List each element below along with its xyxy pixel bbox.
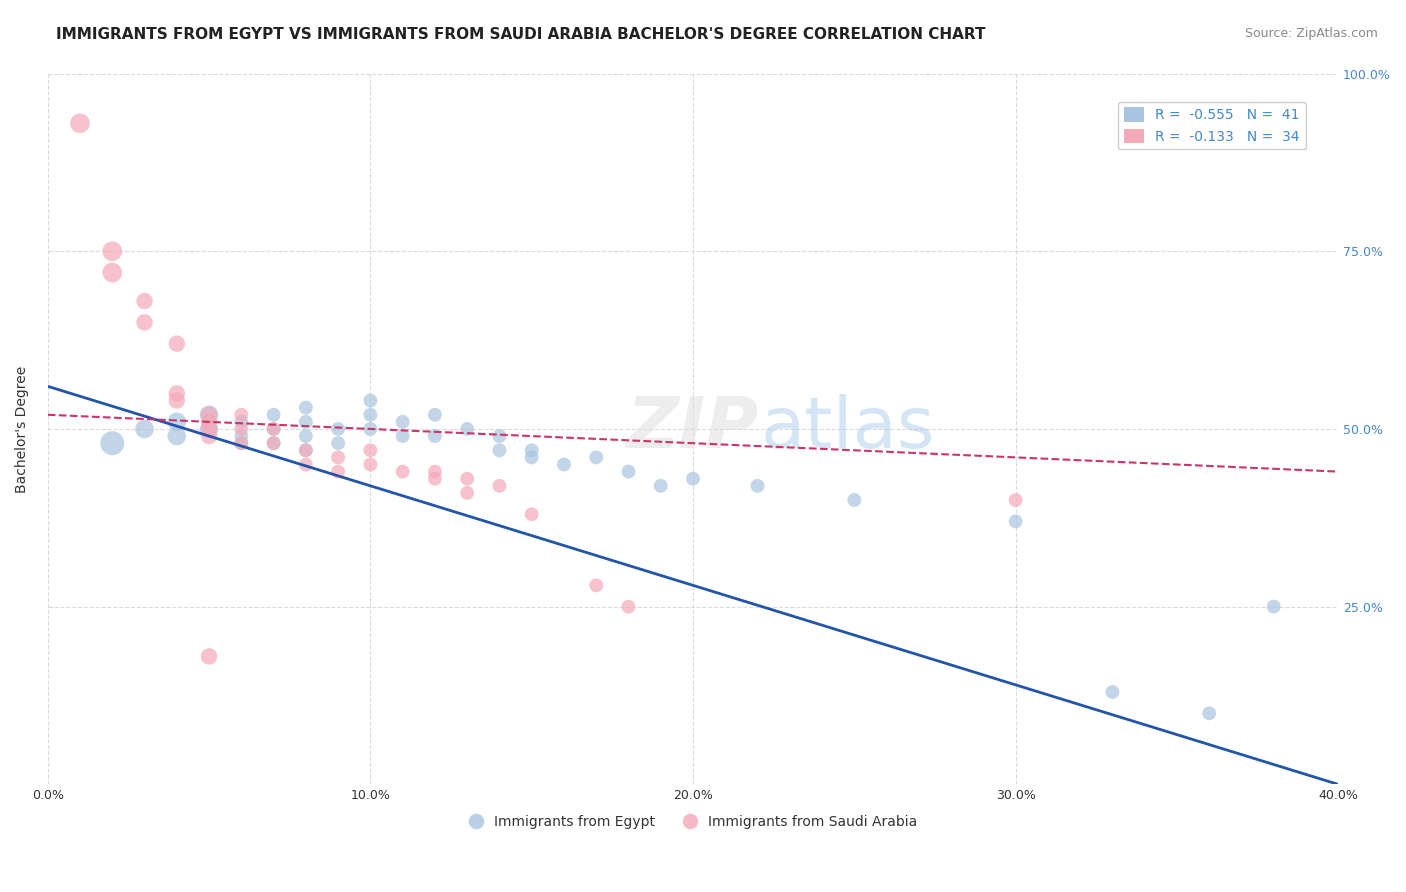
Point	[488, 443, 510, 458]
Point	[423, 408, 446, 422]
Point	[231, 415, 253, 429]
Point	[295, 443, 318, 458]
Point	[69, 116, 91, 130]
Point	[747, 479, 769, 493]
Point	[295, 415, 318, 429]
Point	[198, 422, 221, 436]
Point	[488, 479, 510, 493]
Point	[359, 393, 381, 408]
Point	[456, 422, 478, 436]
Point	[101, 266, 124, 280]
Point	[488, 429, 510, 443]
Point	[231, 436, 253, 450]
Text: Source: ZipAtlas.com: Source: ZipAtlas.com	[1244, 27, 1378, 40]
Point	[295, 401, 318, 415]
Point	[166, 429, 188, 443]
Text: atlas: atlas	[761, 394, 935, 464]
Y-axis label: Bachelor's Degree: Bachelor's Degree	[15, 366, 30, 492]
Point	[617, 599, 640, 614]
Point	[231, 408, 253, 422]
Point	[456, 486, 478, 500]
Point	[326, 422, 349, 436]
Point	[391, 415, 413, 429]
Point	[617, 465, 640, 479]
Point	[263, 422, 285, 436]
Point	[231, 436, 253, 450]
Point	[520, 508, 543, 522]
Point	[326, 436, 349, 450]
Point	[423, 465, 446, 479]
Point	[1198, 706, 1220, 721]
Point	[1263, 599, 1285, 614]
Point	[166, 386, 188, 401]
Point	[295, 443, 318, 458]
Point	[295, 429, 318, 443]
Point	[585, 450, 607, 465]
Point	[231, 422, 253, 436]
Point	[166, 393, 188, 408]
Point	[198, 649, 221, 664]
Point	[198, 429, 221, 443]
Point	[263, 422, 285, 436]
Point	[263, 436, 285, 450]
Point	[101, 244, 124, 259]
Point	[1004, 493, 1026, 508]
Point	[134, 315, 156, 329]
Point	[326, 465, 349, 479]
Point	[650, 479, 672, 493]
Point	[391, 465, 413, 479]
Point	[844, 493, 866, 508]
Point	[423, 472, 446, 486]
Point	[263, 408, 285, 422]
Point	[295, 458, 318, 472]
Point	[101, 436, 124, 450]
Point	[391, 429, 413, 443]
Legend: Immigrants from Egypt, Immigrants from Saudi Arabia: Immigrants from Egypt, Immigrants from S…	[464, 809, 922, 834]
Point	[359, 458, 381, 472]
Point	[423, 429, 446, 443]
Point	[359, 422, 381, 436]
Point	[166, 336, 188, 351]
Point	[456, 472, 478, 486]
Point	[198, 415, 221, 429]
Point	[553, 458, 575, 472]
Point	[682, 472, 704, 486]
Point	[359, 408, 381, 422]
Point	[198, 422, 221, 436]
Point	[231, 429, 253, 443]
Point	[585, 578, 607, 592]
Text: IMMIGRANTS FROM EGYPT VS IMMIGRANTS FROM SAUDI ARABIA BACHELOR'S DEGREE CORRELAT: IMMIGRANTS FROM EGYPT VS IMMIGRANTS FROM…	[56, 27, 986, 42]
Point	[134, 422, 156, 436]
Point	[198, 408, 221, 422]
Point	[263, 436, 285, 450]
Point	[520, 450, 543, 465]
Point	[134, 293, 156, 308]
Text: ZIP: ZIP	[627, 394, 759, 464]
Point	[326, 450, 349, 465]
Point	[520, 443, 543, 458]
Point	[198, 408, 221, 422]
Point	[359, 443, 381, 458]
Point	[1004, 514, 1026, 528]
Point	[166, 415, 188, 429]
Point	[1101, 685, 1123, 699]
